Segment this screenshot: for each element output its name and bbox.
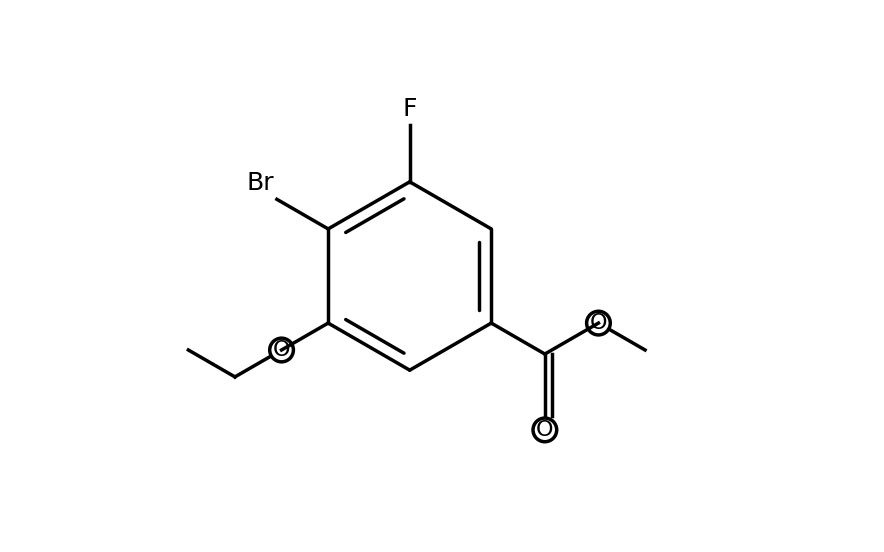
Text: O: O	[536, 420, 553, 440]
Text: O: O	[590, 313, 607, 333]
Text: Br: Br	[247, 171, 274, 195]
Text: O: O	[273, 340, 290, 360]
Text: F: F	[402, 97, 417, 121]
